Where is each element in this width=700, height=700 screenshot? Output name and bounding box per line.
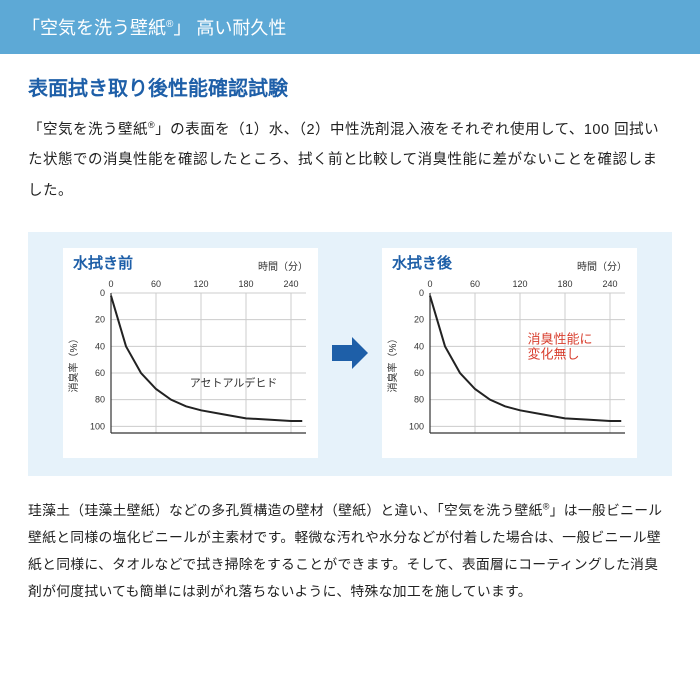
svg-text:180: 180 [557, 279, 572, 289]
svg-text:0: 0 [108, 279, 113, 289]
svg-text:60: 60 [95, 368, 105, 378]
content-area: 表面拭き取り後性能確認試験 「空気を洗う壁紙®」の表面を（1）水、（2）中性洗剤… [0, 54, 700, 618]
chart-xlabel-left: 時間（分） [258, 258, 308, 273]
description-text: 「空気を洗う壁紙®」の表面を（1）水、（2）中性洗剤混入液をそれぞれ使用して、1… [28, 115, 672, 206]
chart-xlabel-right: 時間（分） [577, 258, 627, 273]
svg-text:20: 20 [414, 315, 424, 325]
chart-before: 水拭き前 時間（分） 0 20 40 60 80 100 0 60 120 180 240 消臭率（%… [63, 248, 318, 458]
svg-text:80: 80 [95, 395, 105, 405]
svg-text:120: 120 [193, 279, 208, 289]
svg-text:40: 40 [95, 342, 105, 352]
svg-text:240: 240 [283, 279, 298, 289]
svg-text:240: 240 [602, 279, 617, 289]
header-banner: 「空気を洗う壁紙®」 高い耐久性 [0, 0, 700, 54]
svg-text:消臭性能に: 消臭性能に [528, 332, 593, 347]
chart-title-right: 水拭き後 [392, 252, 452, 273]
charts-container: 水拭き前 時間（分） 0 20 40 60 80 100 0 60 120 180 240 消臭率（%… [28, 232, 672, 476]
svg-text:消臭率（%）: 消臭率（%） [386, 334, 399, 393]
footnote-text: 珪藻土（珪藻土壁紙）などの多孔質構造の壁材（壁紙）と違い、「空気を洗う壁紙®」は… [28, 498, 672, 618]
svg-text:消臭率（%）: 消臭率（%） [67, 334, 80, 393]
svg-text:120: 120 [512, 279, 527, 289]
chart-after: 水拭き後 時間（分） 0 20 40 60 80 100 0 60 120 180 240 消臭率（%… [382, 248, 637, 458]
chart-title-left: 水拭き前 [73, 252, 133, 273]
chart-svg-right: 0 20 40 60 80 100 0 60 120 180 240 消臭率（%） 消臭性能に変化無し [382, 273, 637, 453]
svg-text:60: 60 [470, 279, 480, 289]
svg-text:0: 0 [100, 288, 105, 298]
svg-text:80: 80 [414, 395, 424, 405]
header-text-left: 「空気を洗う壁紙 [22, 18, 166, 38]
svg-text:変化無し: 変化無し [528, 347, 580, 362]
svg-text:60: 60 [151, 279, 161, 289]
chart-svg-left: 0 20 40 60 80 100 0 60 120 180 240 消臭率（%） アセトアルデヒド [63, 273, 318, 453]
svg-text:アセトアルデヒド: アセトアルデヒド [190, 376, 278, 390]
arrow-icon [328, 331, 372, 375]
svg-text:0: 0 [419, 288, 424, 298]
svg-text:180: 180 [238, 279, 253, 289]
svg-text:0: 0 [427, 279, 432, 289]
svg-text:100: 100 [409, 422, 424, 432]
svg-text:100: 100 [90, 422, 105, 432]
svg-text:20: 20 [95, 315, 105, 325]
svg-text:40: 40 [414, 342, 424, 352]
svg-text:60: 60 [414, 368, 424, 378]
header-text-right: 」 高い耐久性 [173, 18, 286, 38]
subtitle: 表面拭き取り後性能確認試験 [28, 72, 672, 101]
